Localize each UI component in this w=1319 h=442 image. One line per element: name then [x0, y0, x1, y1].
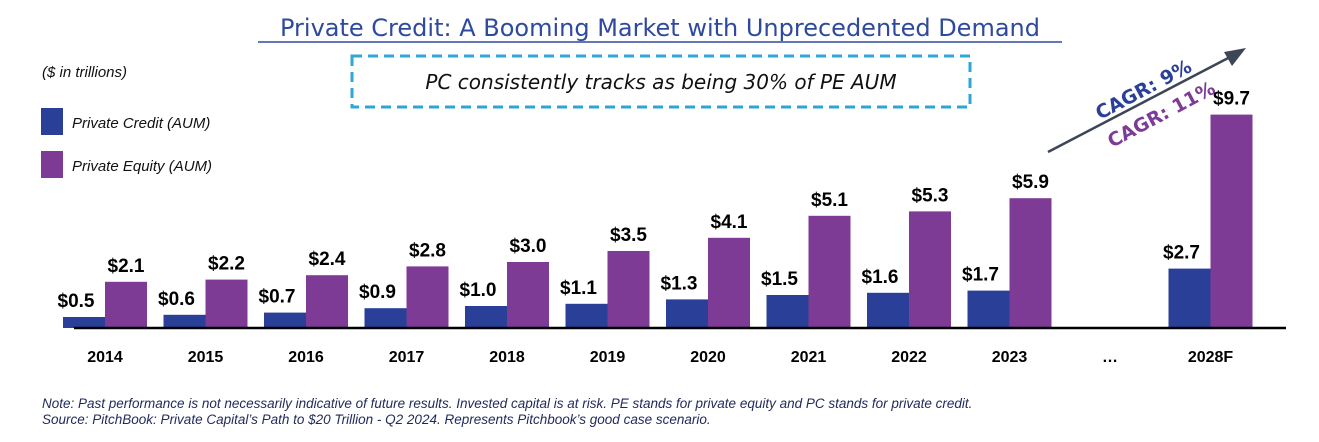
bar-private-credit	[766, 295, 809, 328]
bar-private-equity	[708, 237, 750, 328]
x-tick-label: 2018	[489, 349, 525, 366]
bar-private-equity	[105, 281, 147, 328]
bar-private-equity	[607, 251, 650, 328]
cagr-arrow-head	[1224, 48, 1246, 66]
x-tick-label: 2014	[87, 349, 123, 366]
x-tick-label: …	[1102, 349, 1118, 366]
data-label: $1.6	[862, 267, 899, 288]
data-label: $2.2	[208, 254, 245, 275]
data-label: $0.7	[259, 287, 296, 308]
bar-private-credit	[465, 306, 507, 328]
data-label: $9.7	[1213, 89, 1250, 110]
data-label: $1.7	[962, 265, 999, 286]
cagr-arrow-line	[1047, 54, 1233, 154]
data-label: $1.0	[460, 280, 497, 301]
x-tick-label: 2019	[590, 349, 626, 366]
data-label: $1.1	[560, 278, 597, 299]
bar-private-equity	[306, 275, 348, 328]
bar-private-credit	[867, 292, 909, 328]
callout-box	[350, 54, 972, 109]
bar-private-equity	[909, 211, 951, 328]
data-label: $3.5	[610, 225, 647, 246]
bar-private-credit	[63, 317, 105, 328]
bar-private-equity	[507, 262, 549, 328]
bar-private-credit	[967, 290, 1010, 328]
bar-private-equity	[1210, 114, 1253, 328]
x-tick-label: 2021	[791, 349, 827, 366]
legend-swatch-pc	[41, 108, 63, 135]
data-label: $1.3	[661, 273, 698, 294]
bar-private-equity	[808, 215, 851, 328]
bar-private-equity	[205, 279, 248, 328]
data-label: $1.5	[761, 269, 798, 290]
bar-private-equity	[1009, 198, 1052, 328]
footnote-note: Note: Past performance is not necessaril…	[42, 396, 972, 411]
x-tick-label: 2020	[690, 349, 726, 366]
chart-title: Private Credit: A Booming Market with Un…	[280, 14, 1040, 42]
x-tick-label: 2015	[188, 349, 224, 366]
bar-private-credit	[163, 314, 206, 328]
callout-text: PC consistently tracks as being 30% of P…	[425, 70, 896, 94]
data-label: $4.1	[711, 212, 748, 233]
data-label: $0.6	[158, 289, 195, 310]
data-label: $2.4	[309, 249, 346, 270]
data-label: $0.9	[359, 282, 396, 303]
data-label: $2.7	[1163, 243, 1200, 264]
bar-private-credit	[1168, 268, 1211, 328]
data-label: $0.5	[58, 291, 95, 312]
legend-swatch-pe	[41, 151, 63, 178]
data-label: $5.1	[811, 190, 848, 211]
x-tick-label: 2023	[992, 349, 1028, 366]
footnote-source: Source: PitchBook: Private Capital’s Pat…	[42, 412, 711, 427]
data-label: $5.3	[912, 185, 949, 206]
x-tick-label: 2028F	[1188, 349, 1234, 366]
legend-label-pc: Private Credit (AUM)	[72, 115, 210, 132]
data-label: $3.0	[510, 236, 547, 257]
data-label: $2.8	[409, 240, 446, 261]
bar-private-equity	[406, 266, 449, 328]
data-label: $5.9	[1012, 172, 1049, 193]
x-tick-label: 2017	[389, 349, 425, 366]
x-tick-label: 2022	[891, 349, 927, 366]
unit-note: ($ in trillions)	[42, 64, 127, 81]
bar-private-credit	[666, 299, 708, 328]
bar-private-credit	[364, 308, 407, 328]
x-tick-label: 2016	[288, 349, 324, 366]
bar-private-credit	[565, 303, 608, 328]
bar-private-credit	[264, 312, 306, 328]
legend-label-pe: Private Equity (AUM)	[72, 158, 212, 175]
data-label: $2.1	[108, 256, 145, 277]
